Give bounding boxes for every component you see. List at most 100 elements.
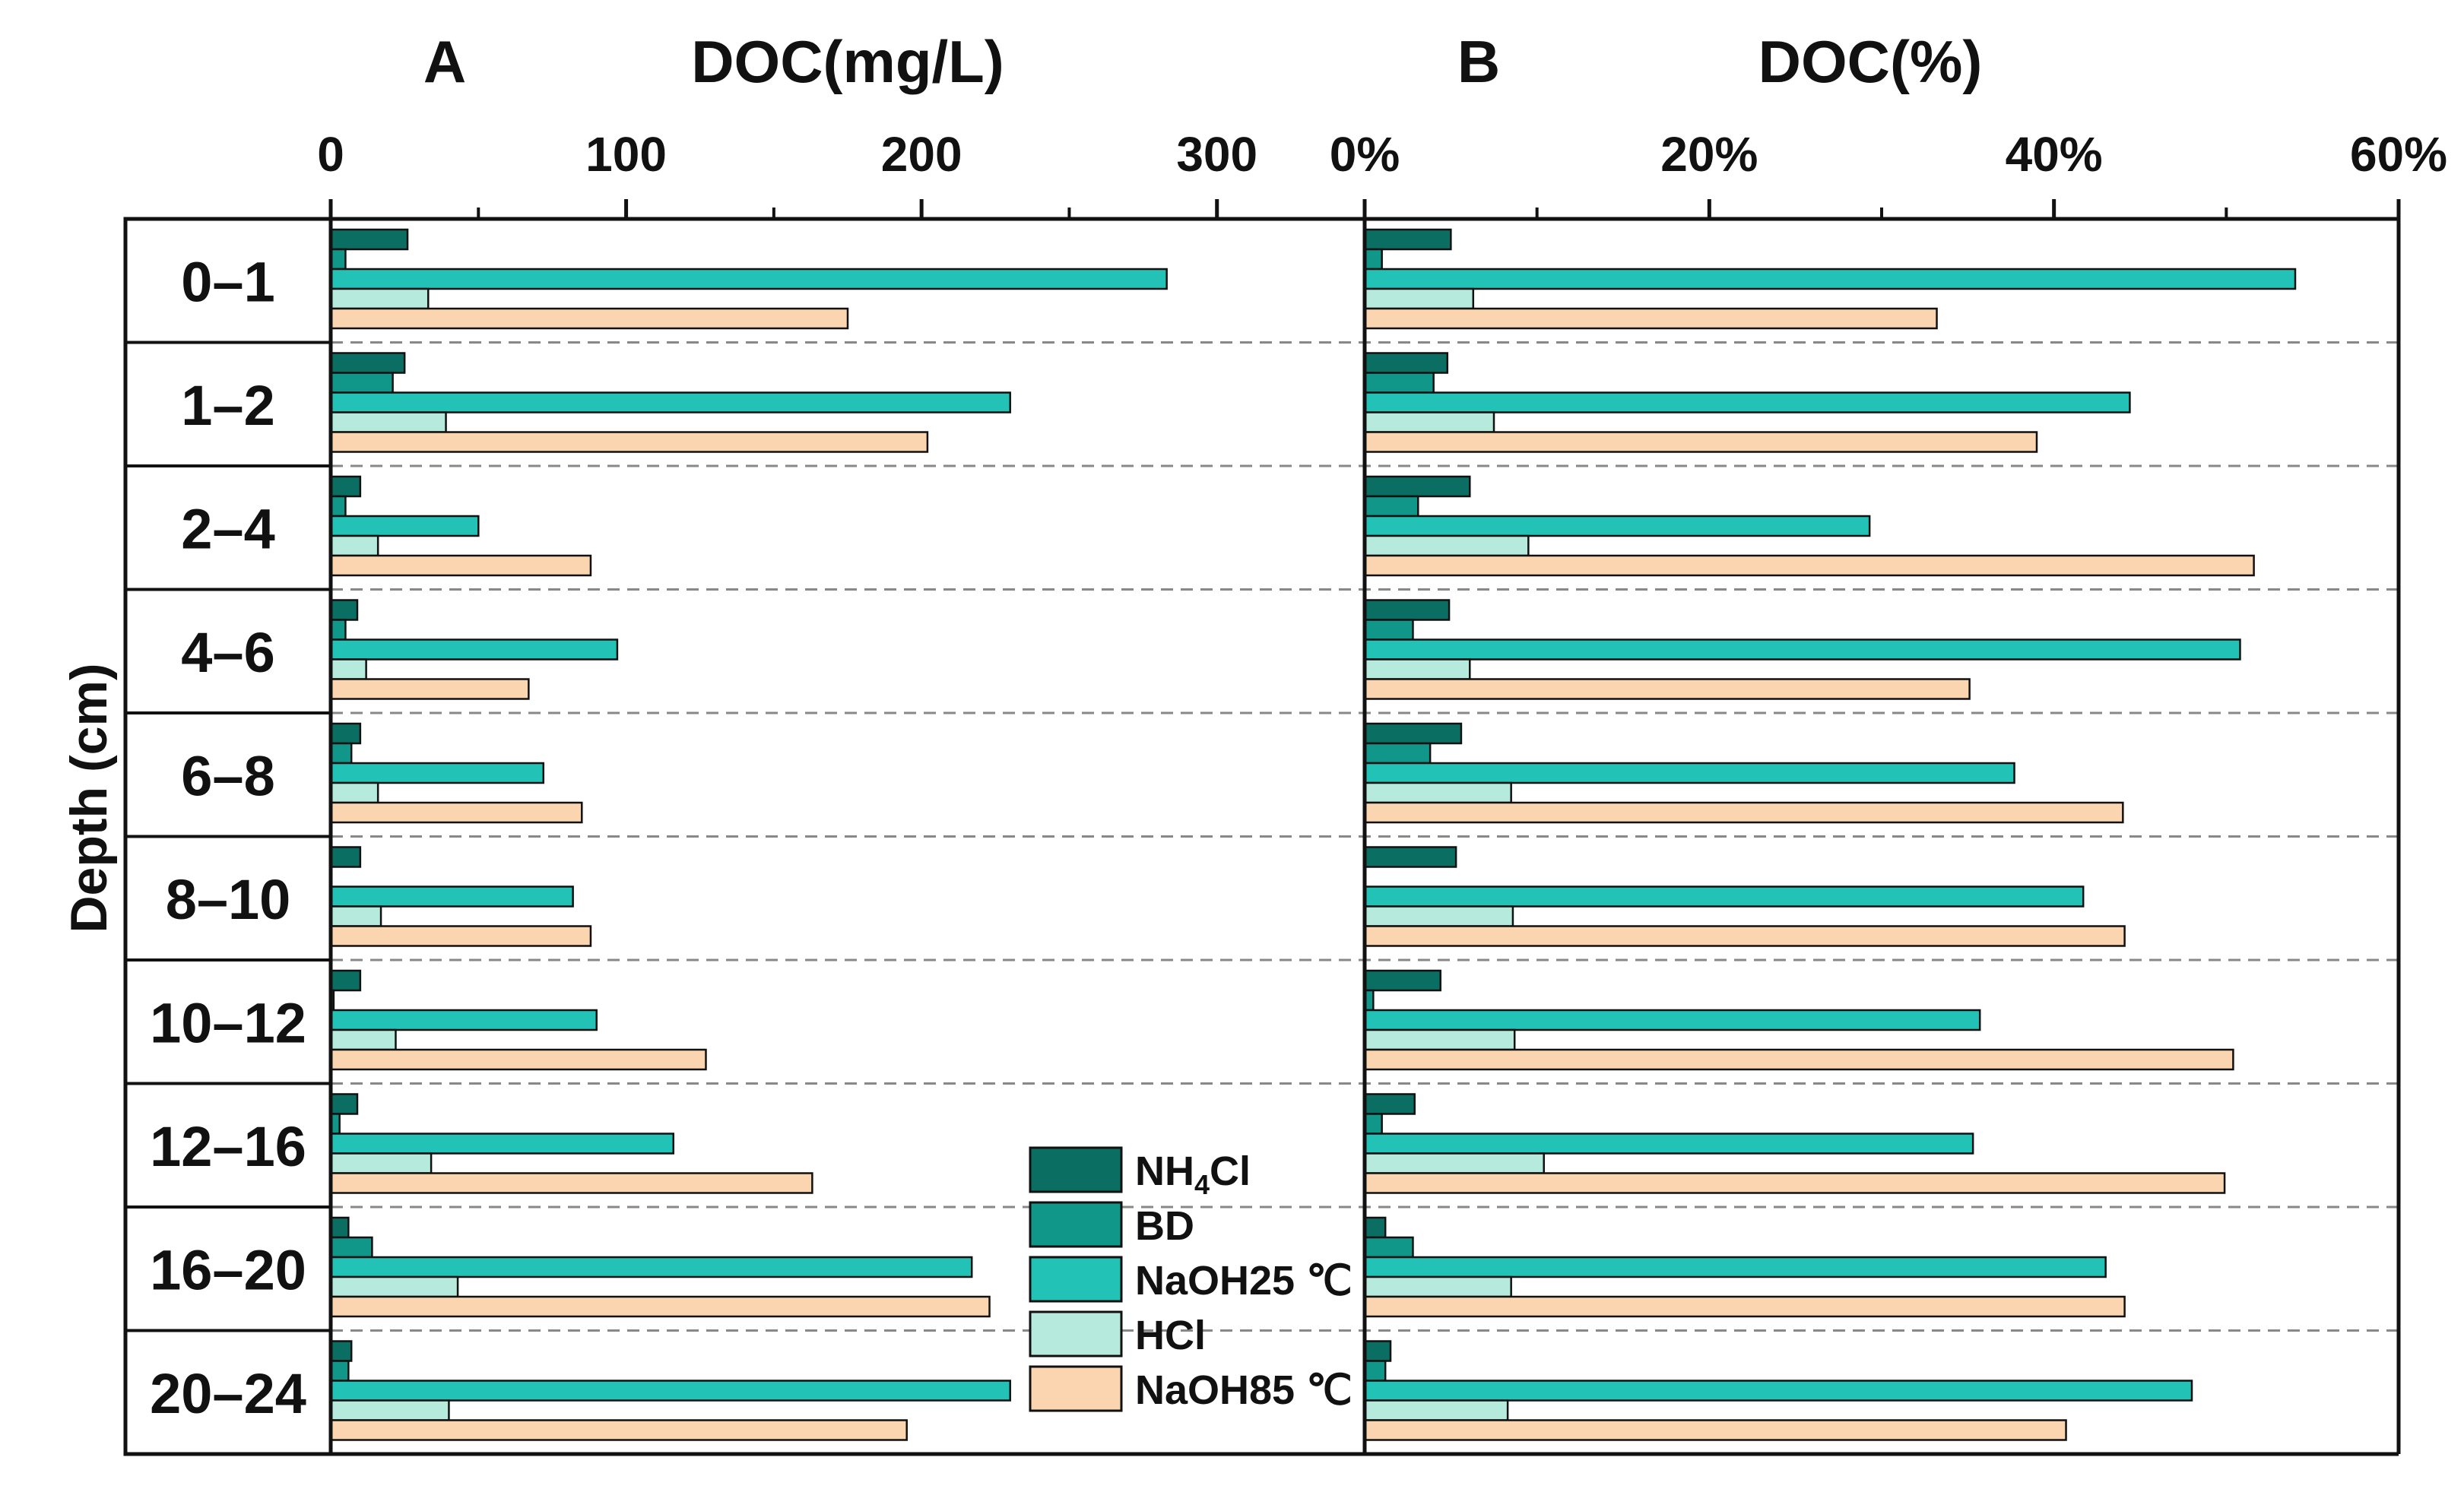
- legend-label: NaOH85 ℃: [1135, 1367, 1353, 1413]
- legend-label: NaOH25 ℃: [1135, 1258, 1353, 1304]
- bar-b-bd: [1363, 248, 1383, 271]
- bar-a-nh4cl: [329, 1093, 359, 1115]
- bar-a-naoh25: [329, 1133, 674, 1155]
- x-tick-label: 100: [585, 127, 667, 182]
- bar-a-hcl: [329, 534, 379, 557]
- legend-swatch: [1029, 1146, 1123, 1193]
- bar-b-nh4cl: [1363, 475, 1471, 498]
- bar-b-nh4cl: [1363, 1093, 1416, 1115]
- x-tick-label: 200: [881, 127, 962, 182]
- bar-b-naoh85: [1363, 554, 2255, 577]
- bar-a-naoh25: [329, 1380, 1011, 1402]
- depth-label: 12–16: [150, 1115, 306, 1178]
- bar-a-nh4cl: [329, 969, 362, 992]
- bar-b-naoh85: [1363, 431, 2038, 453]
- panel-a-label: A: [423, 28, 466, 95]
- bar-a-hcl: [329, 1275, 459, 1298]
- bar-a-bd: [329, 742, 353, 765]
- axis-ticks: 0 100 200 300 0% 20% 40% 60%: [317, 127, 2447, 219]
- bar-a-naoh25: [329, 1256, 973, 1278]
- bar-b-naoh85: [1363, 925, 2126, 947]
- bar-a-naoh25: [329, 885, 574, 908]
- bar-a-hcl: [329, 781, 379, 804]
- bar-b-nh4cl: [1363, 228, 1452, 251]
- depth-label: 10–12: [150, 991, 306, 1054]
- x-tick-label: 40%: [2006, 127, 2103, 182]
- legend-label: NH4Cl: [1135, 1148, 1251, 1200]
- bar-a-naoh85: [329, 1419, 908, 1441]
- depth-label: 2–4: [181, 497, 274, 560]
- bar-a-hcl: [329, 411, 447, 433]
- bar-a-naoh25: [329, 515, 480, 537]
- bar-a-naoh85: [329, 431, 929, 453]
- bar-b-hcl: [1363, 1275, 1512, 1298]
- panel-b-title: DOC(%): [1758, 28, 1983, 95]
- bar-series: [329, 228, 2297, 1441]
- bar-a-naoh85: [329, 1048, 707, 1071]
- bar-a-naoh85: [329, 925, 592, 947]
- bar-a-nh4cl: [329, 1216, 350, 1239]
- bar-b-nh4cl: [1363, 722, 1463, 745]
- panel-b-label: B: [1457, 28, 1500, 95]
- bar-b-bd: [1363, 1236, 1414, 1259]
- bar-b-naoh25: [1363, 515, 1871, 537]
- bar-b-bd: [1363, 495, 1419, 518]
- bar-b-naoh85: [1363, 678, 1971, 700]
- bar-b-nh4cl: [1363, 1216, 1387, 1239]
- bar-b-naoh85: [1363, 1048, 2234, 1071]
- bar-a-naoh85: [329, 801, 583, 824]
- depth-label: 16–20: [150, 1238, 306, 1301]
- x-tick-label: 20%: [1660, 127, 1758, 182]
- bar-b-naoh85: [1363, 307, 1938, 330]
- legend-label: BD: [1135, 1203, 1194, 1249]
- bar-b-naoh85: [1363, 1295, 2126, 1318]
- bar-b-naoh25: [1363, 638, 2241, 661]
- bar-a-nh4cl: [329, 352, 406, 374]
- bar-b-nh4cl: [1363, 599, 1451, 621]
- bar-b-naoh25: [1363, 885, 2085, 908]
- bar-b-bd: [1363, 619, 1414, 641]
- bar-a-nh4cl: [329, 1340, 353, 1362]
- bar-a-nh4cl: [329, 475, 362, 498]
- x-tick-label: 0: [317, 127, 344, 182]
- bar-b-nh4cl: [1363, 846, 1457, 868]
- depth-category-labels: 0–1 1–2 2–4 4–6 6–8 8–10 10–12 12–16 16–20 20–24: [150, 250, 306, 1425]
- bar-b-bd: [1363, 1113, 1383, 1135]
- bar-a-naoh85: [329, 1172, 813, 1194]
- bar-a-bd: [329, 248, 347, 271]
- bar-b-naoh25: [1363, 391, 2131, 413]
- bar-b-naoh85: [1363, 801, 2124, 824]
- bar-b-naoh25: [1363, 1009, 1981, 1031]
- bar-a-bd: [329, 1360, 350, 1382]
- bar-b-hcl: [1363, 1399, 1509, 1421]
- bar-b-nh4cl: [1363, 1340, 1392, 1362]
- bar-b-hcl: [1363, 905, 1514, 927]
- bar-a-naoh25: [329, 638, 619, 661]
- legend-swatch: [1029, 1310, 1123, 1358]
- legend-swatch: [1029, 1256, 1123, 1303]
- bar-a-hcl: [329, 1152, 433, 1174]
- bar-b-bd: [1363, 372, 1435, 394]
- bar-b-bd: [1363, 1360, 1387, 1382]
- bar-a-bd: [329, 495, 347, 518]
- bar-b-hcl: [1363, 287, 1475, 310]
- bar-a-nh4cl: [329, 722, 362, 745]
- depth-label: 0–1: [181, 250, 274, 313]
- legend-swatch: [1029, 1365, 1123, 1412]
- bar-a-hcl: [329, 658, 367, 680]
- bar-a-naoh25: [329, 391, 1011, 413]
- depth-label: 20–24: [150, 1362, 306, 1425]
- bar-b-hcl: [1363, 781, 1512, 804]
- bar-b-naoh25: [1363, 762, 2015, 784]
- legend-swatch: [1029, 1201, 1123, 1248]
- bar-a-naoh85: [329, 554, 592, 577]
- bar-b-hcl: [1363, 534, 1530, 557]
- depth-label: 6–8: [181, 744, 274, 807]
- bar-b-hcl: [1363, 658, 1471, 680]
- bar-a-hcl: [329, 905, 382, 927]
- panel-a-title: DOC(mg/L): [691, 28, 1004, 95]
- bar-a-naoh25: [329, 268, 1168, 290]
- bar-b-naoh85: [1363, 1419, 2067, 1441]
